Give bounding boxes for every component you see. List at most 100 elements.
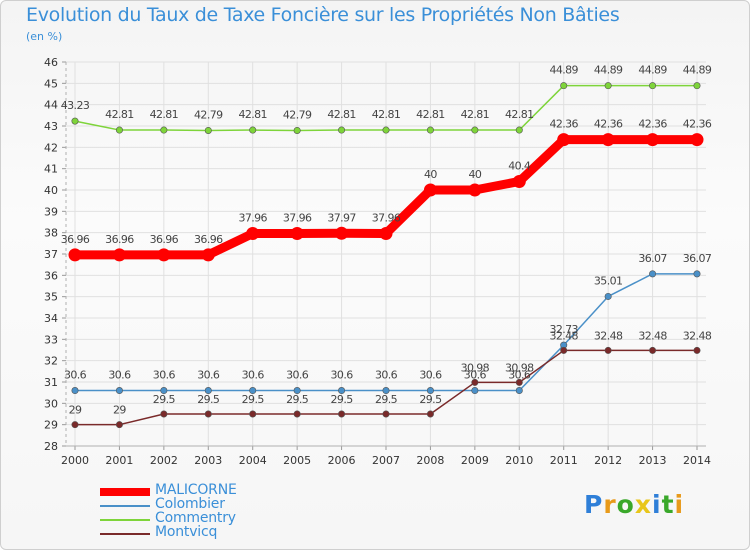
x-tick-label: 2001 (105, 454, 133, 467)
point-commentry (560, 82, 568, 90)
y-tick-label: 31 (44, 376, 58, 389)
data-label-malicorne: 36.96 (61, 233, 90, 246)
point-malicorne (601, 133, 615, 147)
logo-letter: t (661, 490, 675, 519)
logo-letter: x (634, 490, 652, 519)
point-commentry (382, 126, 390, 134)
data-label-malicorne: 37.96 (372, 212, 401, 225)
data-label-commentry: 42.81 (505, 108, 534, 121)
point-montvicq (115, 421, 123, 429)
y-tick-label: 33 (44, 333, 58, 346)
point-commentry (338, 126, 346, 134)
x-tick-label: 2002 (150, 454, 178, 467)
data-label-montvicq: 29.5 (375, 393, 398, 406)
point-commentry (426, 126, 434, 134)
point-malicorne (157, 248, 171, 262)
legend-label-malicorne: MALICORNE (155, 482, 237, 498)
point-commentry (471, 126, 479, 134)
data-label-malicorne: 36.96 (150, 233, 179, 246)
y-tick-label: 45 (44, 77, 58, 90)
chart-title: Evolution du Taux de Taxe Foncière sur l… (26, 4, 620, 26)
point-commentry (249, 126, 257, 134)
point-montvicq (382, 410, 390, 418)
point-colombier (338, 387, 346, 395)
x-tick-label: 2012 (594, 454, 622, 467)
data-label-colombier: 30.6 (153, 369, 176, 382)
grid (66, 61, 706, 447)
legend-swatch-colombier (100, 505, 150, 507)
data-label-malicorne: 40 (468, 168, 481, 181)
point-malicorne (201, 248, 215, 262)
point-colombier (426, 387, 434, 395)
point-colombier (71, 387, 79, 395)
data-label-montvicq: 32.48 (638, 329, 667, 342)
x-tick-label: 2014 (683, 454, 711, 467)
point-commentry (693, 82, 701, 90)
legend-label-commentry: Commentry (155, 510, 236, 526)
point-colombier (293, 387, 301, 395)
data-label-malicorne: 42.36 (638, 118, 667, 131)
point-montvicq (693, 346, 701, 354)
data-label-commentry: 42.81 (461, 108, 490, 121)
data-label-montvicq: 29 (113, 404, 126, 417)
point-montvicq (471, 378, 479, 386)
logo-letter: o (616, 490, 635, 519)
point-montvicq (604, 346, 612, 354)
point-malicorne (290, 227, 304, 241)
x-tick-label: 2010 (505, 454, 533, 467)
y-tick-label: 43 (44, 120, 58, 133)
data-label-colombier: 30.6 (331, 369, 354, 382)
data-label-malicorne: 40 (424, 168, 437, 181)
point-colombier (471, 387, 479, 395)
data-label-colombier: 30.6 (64, 369, 87, 382)
logo-letter: r (603, 490, 617, 519)
y-tick-label: 29 (44, 419, 58, 432)
data-label-colombier: 36.07 (638, 252, 667, 265)
y-tick-label: 37 (44, 248, 58, 261)
point-montvicq (293, 410, 301, 418)
point-montvicq (71, 421, 79, 429)
y-tick-label: 42 (44, 141, 58, 154)
point-commentry (160, 126, 168, 134)
data-label-colombier: 30.6 (108, 369, 131, 382)
data-label-colombier: 30.6 (419, 369, 442, 382)
data-label-montvicq: 29.5 (197, 393, 220, 406)
data-label-commentry: 44.89 (683, 64, 712, 77)
y-tick-label: 28 (44, 440, 58, 453)
x-tick-label: 2007 (372, 454, 400, 467)
data-label-montvicq: 29 (69, 404, 82, 417)
data-label-commentry: 44.89 (638, 64, 667, 77)
data-label-commentry: 42.79 (194, 108, 223, 121)
data-label-colombier: 30.6 (375, 369, 398, 382)
data-label-malicorne: 37.96 (238, 212, 267, 225)
data-label-colombier: 35.01 (594, 274, 623, 287)
data-label-colombier: 30.6 (242, 369, 265, 382)
y-tick-label: 41 (44, 163, 58, 176)
x-tick-label: 2004 (239, 454, 267, 467)
y-tick-label: 34 (44, 312, 58, 325)
point-malicorne (646, 133, 660, 147)
y-tick-label: 32 (44, 355, 58, 368)
point-malicorne (557, 133, 571, 147)
point-colombier (249, 387, 257, 395)
point-commentry (115, 126, 123, 134)
point-colombier (693, 270, 701, 278)
point-montvicq (249, 410, 257, 418)
data-label-malicorne: 42.36 (594, 118, 623, 131)
data-label-colombier: 32.73 (549, 323, 578, 336)
point-malicorne (246, 227, 260, 241)
data-label-colombier: 30.6 (508, 369, 531, 382)
y-tick-label: 30 (44, 397, 58, 410)
x-tick-label: 2005 (283, 454, 311, 467)
point-colombier (515, 387, 523, 395)
data-label-montvicq: 30.98 (461, 361, 490, 374)
data-label-commentry: 43.23 (61, 99, 90, 112)
x-tick-label: 2009 (461, 454, 489, 467)
point-commentry (71, 117, 79, 125)
point-colombier (604, 292, 612, 300)
point-colombier (115, 387, 123, 395)
y-tick-label: 46 (44, 56, 58, 69)
data-label-malicorne: 37.96 (283, 212, 312, 225)
point-commentry (204, 126, 212, 134)
point-montvicq (649, 346, 657, 354)
